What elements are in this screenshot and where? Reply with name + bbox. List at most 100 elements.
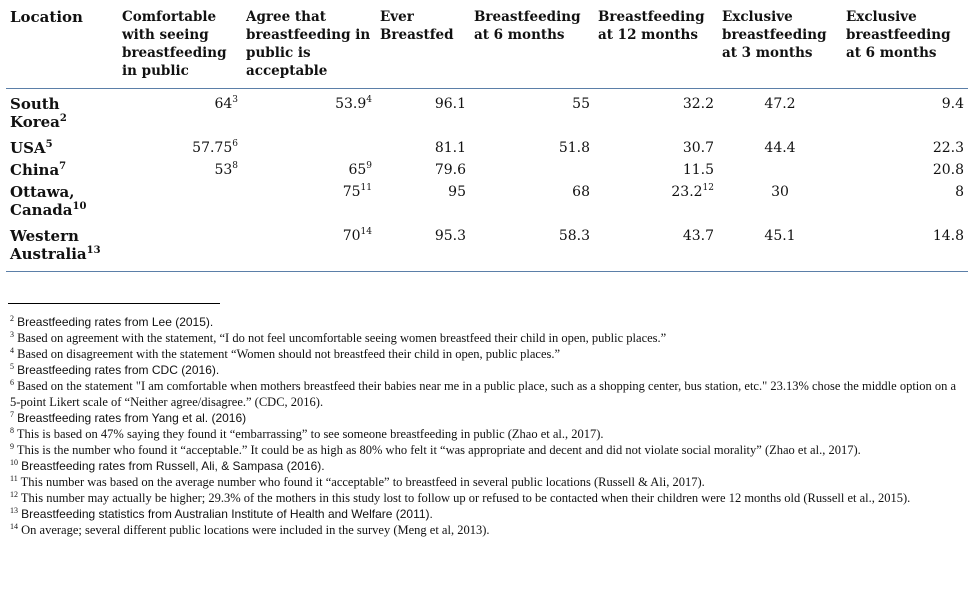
cell-m6: 55 <box>572 96 590 112</box>
footnote-number: 11 <box>10 474 18 483</box>
cell-m12: 11.5 <box>594 159 718 181</box>
footnote-text: On average; several different public loc… <box>21 523 490 537</box>
cell-agree: 659 <box>242 159 376 181</box>
cell-ever: 95.3 <box>376 225 470 272</box>
footnote-number: 2 <box>10 314 14 323</box>
footnote: 11 This number was based on the average … <box>10 474 960 490</box>
cell-value: 75 <box>342 184 361 200</box>
footnote-number: 7 <box>10 410 14 419</box>
cell-location: USA5 <box>6 137 118 159</box>
location-name: Western Australia <box>10 227 87 263</box>
cell-value: 53.9 <box>335 96 367 112</box>
cell-location: Ottawa, Canada10 <box>6 181 118 225</box>
cell-value: 57.75 <box>192 140 233 156</box>
footnote: 8 This is based on 47% saying they found… <box>10 426 960 442</box>
table-row: Ottawa, Canada10 7511 95 68 23.212 30 8 <box>6 181 968 225</box>
table-row: China7 538 659 79.6 11.5 20.8 <box>6 159 968 181</box>
cell-comfortable: 57.756 <box>118 137 242 159</box>
footnote-text: Based on disagreement with the statement… <box>17 347 561 361</box>
footnote-ref: 2 <box>59 113 67 124</box>
header-exclusive-6m: Exclusive breastfeeding at 6 months <box>842 4 968 89</box>
footnote-text: This is based on 47% saying they found i… <box>16 427 604 441</box>
footnote-text: Based on agreement with the statement, “… <box>17 331 667 345</box>
footnote-text: This number was based on the average num… <box>20 475 705 489</box>
footnote: 2 Breastfeeding rates from Lee (2015). <box>10 314 960 330</box>
header-comfortable: Comfortable with seeing breastfeeding in… <box>118 4 242 89</box>
cell-ex3 <box>718 159 842 181</box>
cell-value: 30.7 <box>682 140 714 156</box>
footnote: 3 Based on agreement with the statement,… <box>10 330 960 346</box>
cell-comfortable: 643 <box>118 89 242 138</box>
footnote-separator <box>8 303 220 304</box>
header-exclusive-3m: Exclusive breastfeeding at 3 months <box>718 4 842 89</box>
cell-m6: 51.8 <box>558 140 590 156</box>
header-breastfeeding-6m: Breastfeeding at 6 months <box>470 4 594 89</box>
footnote-number: 6 <box>10 378 14 387</box>
location-name: South Korea <box>10 95 60 131</box>
footnote-text: Breastfeeding rates from Russell, Ali, &… <box>21 459 325 473</box>
table-row: Western Australia13 7014 95.3 58.3 43.7 … <box>6 225 968 272</box>
cell-value: 23.2 <box>671 184 703 200</box>
cell-ex6: 20.8 <box>932 162 964 178</box>
cell-value: 65 <box>348 162 367 178</box>
cell-value: 64 <box>214 96 233 112</box>
table-row: USA5 57.756 81.1 51.8 30.7 44.4 22.3 <box>6 137 968 159</box>
cell-value: 53 <box>214 162 233 178</box>
footnote-text: Based on the statement "I am comfortable… <box>10 379 957 409</box>
header-breastfeeding-12m: Breastfeeding at 12 months <box>594 4 718 89</box>
header-ever-breastfed: Ever Breastfed <box>376 4 470 89</box>
cell-ever: 96.1 <box>434 96 466 112</box>
footnote-number: 5 <box>10 362 14 371</box>
footnote: 14 On average; several different public … <box>10 522 960 538</box>
footnote-ref: 5 <box>45 139 53 150</box>
location-name: Ottawa, Canada <box>10 183 75 219</box>
cell-ever: 79.6 <box>434 162 466 178</box>
table-header-row: Location Comfortable with seeing breastf… <box>6 4 968 89</box>
cell-value: 43.7 <box>682 228 714 244</box>
cell-ever: 81.1 <box>434 140 466 156</box>
cell-ex6: 9.4 <box>941 96 964 112</box>
footnote-ref: 3 <box>232 95 238 105</box>
breastfeeding-table: Location Comfortable with seeing breastf… <box>6 4 968 272</box>
footnote: 13 Breastfeeding statistics from Austral… <box>10 506 960 522</box>
cell-m12: 32.2 <box>594 89 718 138</box>
footnote-number: 8 <box>10 426 14 435</box>
footnote: 6 Based on the statement "I am comfortab… <box>10 378 960 410</box>
location-name: China <box>10 161 60 179</box>
footnote-ref: 7 <box>59 161 67 172</box>
footnote-ref: 6 <box>232 139 238 149</box>
cell-value: 32.2 <box>682 96 714 112</box>
footnote: 10 Breastfeeding rates from Russell, Ali… <box>10 458 960 474</box>
footnote-ref: 10 <box>72 201 87 212</box>
footnote: 9 This is the number who found it “accep… <box>10 442 960 458</box>
cell-value: 11.5 <box>682 162 714 178</box>
cell-comfortable <box>118 225 242 272</box>
cell-location: China7 <box>6 159 118 181</box>
footnote-text: Breastfeeding statistics from Australian… <box>21 507 433 521</box>
footnote-ref: 14 <box>360 227 372 237</box>
footnote-number: 9 <box>10 442 14 451</box>
cell-agree <box>242 137 376 159</box>
footnote-text: This number may actually be higher; 29.3… <box>20 491 911 505</box>
footnote-ref: 9 <box>366 161 372 171</box>
cell-ex3: 47.2 <box>764 96 796 112</box>
footnote: 5 Breastfeeding rates from CDC (2016). <box>10 362 960 378</box>
footnote-ref: 11 <box>360 183 372 193</box>
cell-agree: 7511 <box>242 181 376 225</box>
footnote-number: 4 <box>10 346 14 355</box>
footnotes: 2 Breastfeeding rates from Lee (2015). 3… <box>10 314 960 538</box>
footnote-ref: 12 <box>702 183 714 193</box>
cell-value: 70 <box>342 228 361 244</box>
footnote-text: Breastfeeding rates from Lee (2015). <box>17 315 214 329</box>
cell-ex6: 14.8 <box>842 225 968 272</box>
table-row: South Korea2 643 53.94 96.1 55 32.2 47.2… <box>6 89 968 138</box>
cell-m12: 23.212 <box>594 181 718 225</box>
cell-m6 <box>470 159 594 181</box>
footnote-ref: 4 <box>366 95 372 105</box>
cell-ex3: 45.1 <box>718 225 842 272</box>
cell-ever: 95 <box>448 184 466 200</box>
cell-m12: 30.7 <box>594 137 718 159</box>
footnote: 12 This number may actually be higher; 2… <box>10 490 960 506</box>
footnote-ref: 8 <box>232 161 238 171</box>
